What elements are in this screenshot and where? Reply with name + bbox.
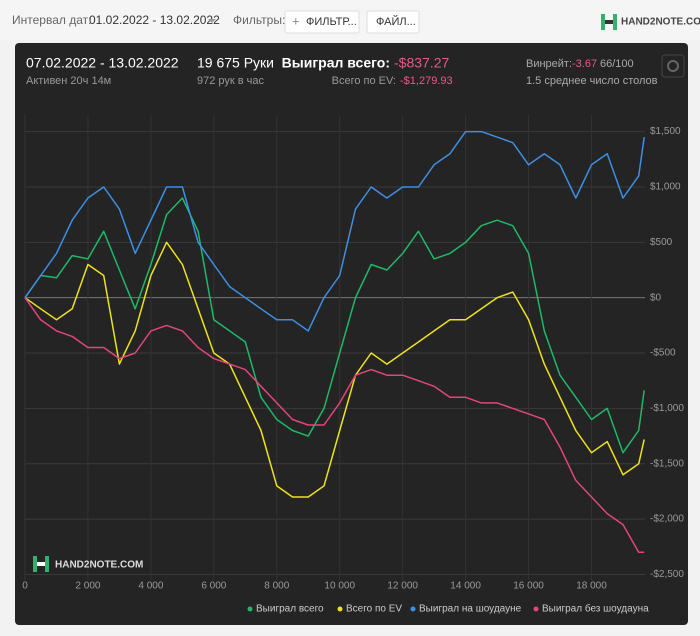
- y-tick-label: $500: [650, 237, 673, 248]
- y-tick-label: -$1,000: [650, 403, 684, 414]
- watermark: HAND2NOTE.COM: [55, 560, 143, 571]
- filter-button[interactable]: [284, 10, 360, 34]
- plot: $1,500 $1,000 $500 $0 -$500 -$1,000 -$1,500 -$2…: [22, 115, 684, 615]
- legend-label: Выиграл на шоудауне: [419, 604, 522, 615]
- filters-label: Фильтры:: [233, 13, 285, 27]
- tables: 1.5 среднее число столов: [526, 75, 658, 87]
- y-tick-label: -$500: [650, 348, 676, 359]
- y-tick-label: $1,500: [650, 126, 681, 137]
- dropdown-arrow[interactable]: [208, 19, 216, 23]
- settings-icon[interactable]: [667, 60, 679, 72]
- won-value: -$837.27: [394, 55, 449, 71]
- hands: 19 675 Руки: [197, 55, 274, 71]
- plus-icon: +: [292, 13, 300, 28]
- legend-label: Выиграл всего: [256, 604, 324, 615]
- y-tick-label: -$2,000: [650, 514, 684, 525]
- active-time: Активен 20ч 14м: [26, 75, 111, 87]
- logo: HAND2NOTE.COM: [621, 17, 700, 28]
- series-line: [24, 197, 645, 454]
- chart-panel: [15, 43, 688, 625]
- series-line: [24, 130, 645, 332]
- legend-marker: [337, 606, 343, 612]
- legend-label: Выиграл без шоудауна: [542, 603, 649, 615]
- ev-label: Всего по EV:: [332, 75, 396, 87]
- logo-icon: [601, 14, 617, 30]
- x-tick-label: 14 000: [450, 581, 481, 592]
- winrate-label: Винрейт:: [526, 58, 572, 70]
- period: 07.02.2022 - 13.02.2022: [26, 55, 179, 71]
- legend-marker: [410, 606, 416, 612]
- y-tick-label: -$2,500: [650, 569, 684, 580]
- file-button-text[interactable]: ФАЙЛ...: [376, 15, 416, 28]
- series-line: [24, 241, 645, 498]
- filter-button-text[interactable]: ФИЛЬТР...: [306, 16, 357, 28]
- date-range[interactable]: 01.02.2022 - 13.02.2022: [89, 13, 220, 27]
- ev-value: -$1,279.93: [400, 75, 453, 87]
- legend-marker: [533, 606, 539, 612]
- hands-per-hour: 972 рук в час: [197, 75, 265, 87]
- x-tick-label: 16 000: [513, 581, 544, 592]
- y-tick-label: -$1,500: [650, 458, 684, 469]
- x-tick-label: 10 000: [324, 581, 355, 592]
- won-label: Выиграл всего:: [282, 55, 390, 71]
- watermark-icon: [33, 556, 49, 572]
- y-tick-label: $1,000: [650, 182, 681, 193]
- x-tick-label: 18 000: [576, 581, 607, 592]
- date-label: Интервал дат:: [12, 13, 91, 27]
- x-tick-label: 6 000: [201, 581, 226, 592]
- legend-marker: [247, 606, 253, 612]
- legend-label: Всего по EV: [346, 604, 402, 615]
- x-tick-label: 0: [22, 581, 28, 592]
- winrate-unit: 66/100: [600, 58, 634, 70]
- file-button[interactable]: [366, 10, 420, 34]
- series-line: [24, 297, 645, 554]
- settings-button[interactable]: [661, 54, 685, 78]
- x-tick-label: 8 000: [264, 581, 289, 592]
- y-tick-label: $0: [650, 292, 662, 303]
- x-tick-label: 4 000: [138, 581, 163, 592]
- winrate-value: -3.67: [572, 58, 597, 70]
- x-tick-label: 2 000: [75, 581, 100, 592]
- x-tick-label: 12 000: [387, 581, 418, 592]
